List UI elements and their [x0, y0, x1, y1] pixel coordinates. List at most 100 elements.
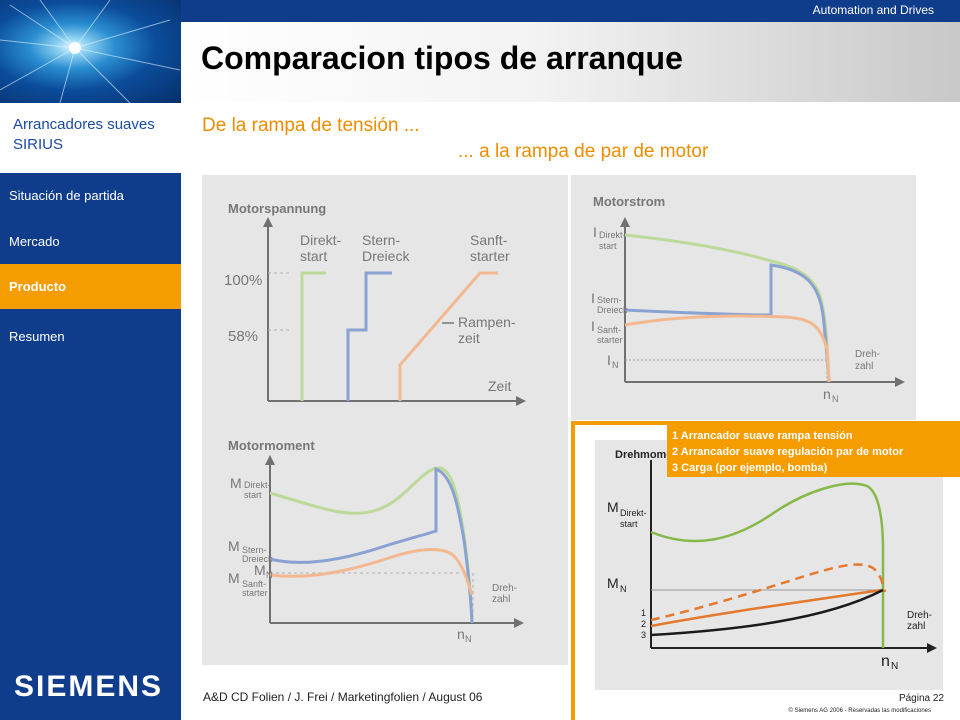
- section-title: Arrancadores suaves SIRIUS: [13, 116, 155, 153]
- curve-2-torque-control: [650, 588, 882, 628]
- stern-torque-curve: [269, 466, 474, 624]
- torque-direkt-sub1: Direkt-: [244, 480, 271, 490]
- torque-stern-sub2: Dreieck: [242, 554, 273, 564]
- curve-legend: 1 Arrancador suave rampa tensión 2 Arran…: [667, 424, 960, 477]
- stern-label-line1: Stern-: [362, 232, 400, 248]
- torque-direkt-sub2: start: [244, 490, 262, 500]
- current-in-sub: N: [612, 360, 619, 370]
- current-i-direkt: I: [593, 224, 597, 240]
- drehmoment-mn-sub: N: [620, 584, 627, 594]
- torque-sanft-sub1: Sanft-: [242, 579, 266, 589]
- division-label: Automation and Drives: [812, 3, 934, 17]
- drehmoment-chart-panel: Drehmoment M Direkt- start M N 1 2 3 Dre…: [595, 440, 943, 690]
- direkt-torque-curve: [269, 466, 474, 624]
- current-sanft-sub1: Sanft-: [597, 325, 621, 335]
- torque-stern-sub1: Stern-: [242, 545, 267, 555]
- sidebar: Arrancadores suaves SIRIUS Situación de …: [0, 0, 181, 720]
- drehmoment-xlabel-line2: zahl: [907, 621, 925, 632]
- page-number: Página 22: [898, 693, 944, 704]
- label-100-percent: 100%: [224, 272, 262, 289]
- direkt-label-line1: Direkt-: [300, 232, 342, 248]
- nav-item-producto[interactable]: Producto: [0, 264, 181, 309]
- torque-mn-sub: N: [266, 570, 273, 580]
- current-direkt-sub2: start: [599, 241, 617, 251]
- current-stern-sub1: Stern-: [597, 295, 622, 305]
- rampen-label-line1: Rampen-: [458, 314, 516, 330]
- current-chart: Motorstrom I Direkt- start I Stern- Drei…: [591, 194, 905, 404]
- direkt-label-line2: start: [300, 248, 327, 264]
- siemens-logo: SIEMENS: [14, 670, 164, 703]
- drehmoment-nn-sub: N: [891, 661, 898, 672]
- drehmoment-chart-title: Drehmoment: [615, 449, 683, 461]
- drehmoment-mn-main: M: [607, 575, 619, 591]
- drehmoment-axes: [650, 460, 937, 653]
- voltage-chart-title: Motorspannung: [228, 201, 326, 216]
- nav-label: Situación de partida: [9, 188, 124, 203]
- current-nn-main: n: [823, 386, 831, 402]
- nav-item-situacion[interactable]: Situación de partida: [0, 173, 181, 218]
- section-label: Arrancadores suaves SIRIUS: [0, 103, 181, 173]
- curve-number-1: 1: [641, 608, 646, 618]
- stern-voltage-curve: [346, 271, 392, 401]
- sanft-torque-curve: [269, 548, 474, 596]
- torque-m-sanft: M: [228, 570, 240, 586]
- current-in-main: I: [607, 352, 611, 368]
- current-chart-panel: Motorstrom I Direkt- start I Stern- Drei…: [571, 175, 916, 420]
- torque-axes: [265, 455, 524, 628]
- subtitle-torque-ramp: ... a la rampa de par de motor: [458, 141, 709, 162]
- top-bar: Automation and Drives: [181, 0, 960, 22]
- drehmoment-chart: Drehmoment M Direkt- start M N 1 2 3 Dre…: [607, 449, 937, 672]
- drehmoment-direkt-sub1: Direkt-: [620, 508, 647, 518]
- nav-label: Producto: [9, 279, 67, 294]
- stern-label-line2: Dreieck: [362, 248, 410, 264]
- curve-number-2: 2: [641, 619, 646, 629]
- torque-chart-title: Motormoment: [228, 438, 315, 453]
- rampen-label-line2: zeit: [458, 330, 480, 346]
- left-chart-panel: Motorspannung 100% 58% Direkt- start Ste…: [202, 175, 568, 665]
- curve-3-load: [650, 588, 884, 637]
- highlight-frame: [571, 421, 960, 720]
- curve-number-3: 3: [641, 630, 646, 640]
- page-title: Comparacion tipos de arranque: [201, 40, 683, 76]
- voltage-axes: [263, 217, 526, 406]
- current-xlabel-line2: zahl: [855, 361, 873, 372]
- sanft-voltage-curve: [398, 271, 498, 401]
- current-axes: [620, 217, 905, 387]
- legend-item-2: 2 Arrancador suave regulación par de mot…: [672, 446, 904, 458]
- label-58-percent: 58%: [228, 328, 258, 345]
- hero-graphic: [0, 0, 181, 103]
- torque-xlabel-line1: Dreh-: [492, 583, 517, 594]
- drehmoment-direkt-sub2: start: [620, 519, 638, 529]
- footer-credit: A&D CD Folien / J. Frei / Marketingfolie…: [203, 690, 483, 704]
- drehmoment-m-main: M: [607, 499, 619, 515]
- nav-label: Resumen: [9, 329, 65, 344]
- drehmoment-xlabel-line1: Dreh-: [907, 610, 932, 621]
- current-i-stern: I: [591, 290, 595, 306]
- current-direkt-sub1: Direkt-: [599, 230, 626, 240]
- direkt-torque-green-curve: [650, 482, 885, 648]
- nav-label: Mercado: [9, 234, 60, 249]
- current-xlabel-line1: Dreh-: [855, 349, 880, 360]
- torque-m-stern: M: [228, 538, 240, 554]
- current-chart-title: Motorstrom: [593, 194, 665, 209]
- nav-item-resumen[interactable]: Resumen: [0, 314, 181, 359]
- legend-item-3: 3 Carga (por ejemplo, bomba): [672, 462, 828, 474]
- copyright-note: © Siemens AG 2006 - Reservadas las modif…: [788, 708, 932, 714]
- drehmoment-nn-main: n: [881, 653, 890, 670]
- voltage-xlabel: Zeit: [488, 378, 511, 394]
- sanft-current-curve: [624, 314, 831, 383]
- torque-nn-sub: N: [465, 634, 472, 644]
- current-stern-sub2: Dreieck: [597, 305, 628, 315]
- direkt-voltage-curve: [300, 271, 326, 401]
- stern-current-curve: [624, 263, 831, 383]
- torque-xlabel-line2: zahl: [492, 594, 510, 605]
- current-nn-sub: N: [832, 394, 839, 404]
- sanft-label-line2: starter: [470, 248, 510, 264]
- torque-m-direkt: M: [230, 475, 242, 491]
- voltage-and-torque-charts: Motorspannung 100% 58% Direkt- start Ste…: [224, 201, 526, 644]
- legend-item-1: 1 Arrancador suave rampa tensión: [672, 430, 853, 442]
- subtitle-voltage-ramp: De la rampa de tensión ...: [202, 115, 420, 136]
- title-bar: Comparacion tipos de arranque: [181, 22, 960, 102]
- torque-mn-main: M: [254, 562, 266, 578]
- nav-item-mercado[interactable]: Mercado: [0, 219, 181, 264]
